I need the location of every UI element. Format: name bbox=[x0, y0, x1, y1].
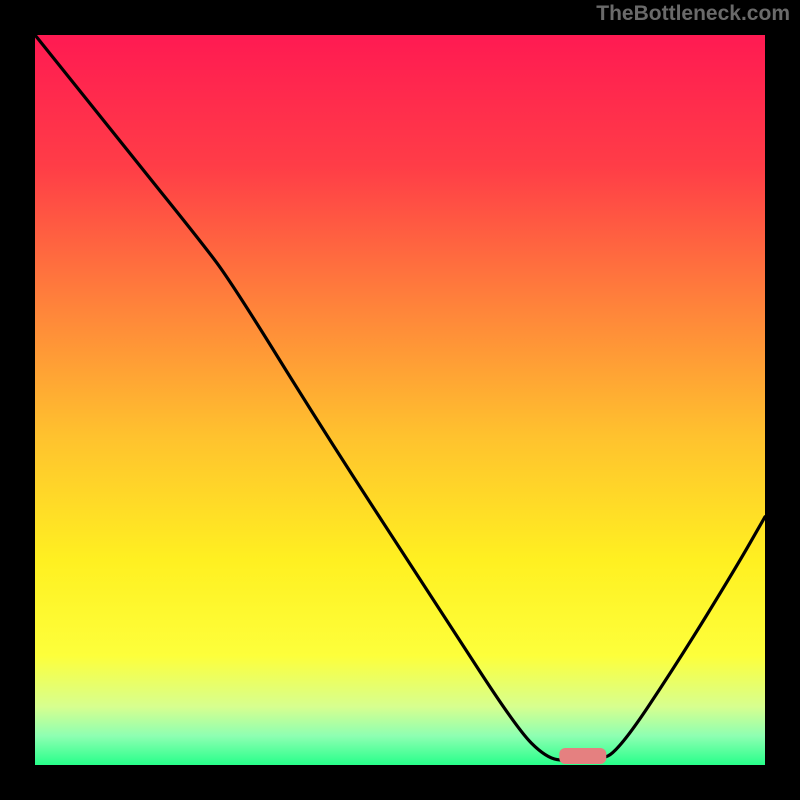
bottleneck-curve bbox=[35, 35, 765, 765]
watermark-text: TheBottleneck.com bbox=[596, 2, 790, 26]
plot-area bbox=[30, 30, 770, 770]
optimal-marker bbox=[559, 748, 606, 764]
